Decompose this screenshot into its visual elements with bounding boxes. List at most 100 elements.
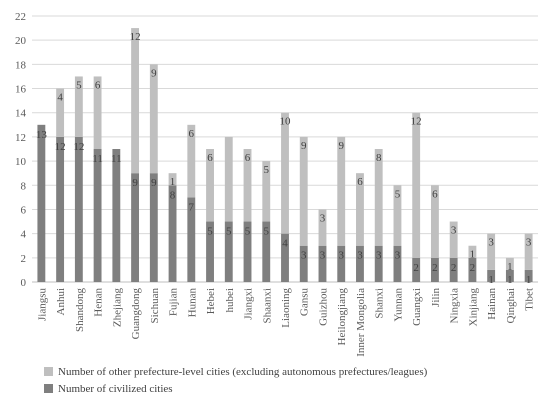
x-tick-label: Hainan: [486, 288, 498, 320]
legend-swatch-other-cities: [44, 367, 53, 376]
bar-other-cities: [281, 112, 289, 234]
bar-other-cities: [393, 185, 402, 246]
data-label-other: 5: [395, 188, 401, 200]
data-label-other: 5: [76, 79, 82, 91]
bar-civilized-cities: [168, 185, 177, 282]
y-tick-label: 6: [21, 204, 27, 216]
y-axis-ticks: 0 2 4 6 8 10 12 14 16 18 20 22: [15, 11, 27, 289]
bar-civilized-cities: [56, 136, 65, 282]
bar-other-cities: [356, 173, 364, 246]
y-tick-label: 10: [15, 156, 27, 168]
bar-other-cities: [412, 112, 421, 258]
data-label-civilized: 5: [245, 226, 251, 238]
bar-other-cities: [337, 136, 346, 246]
y-tick-label: 12: [15, 132, 26, 144]
data-label-civilized: 11: [111, 153, 122, 165]
bar-civilized-cities: [318, 245, 327, 282]
legend-swatch-civilized-cities: [44, 384, 53, 393]
data-label-civilized: 5: [264, 226, 270, 238]
data-label-other: 3: [451, 225, 457, 237]
data-label-civilized: 3: [320, 250, 326, 262]
data-label-civilized: 12: [73, 141, 84, 153]
data-label-other: 6: [189, 128, 195, 140]
bar-civilized-cities: [356, 245, 364, 282]
y-tick-label: 4: [21, 229, 27, 241]
x-tick-label: Henan: [93, 288, 105, 317]
data-label-civilized: 7: [189, 201, 195, 213]
data-label-civilized: 8: [170, 189, 176, 201]
data-label-civilized: 11: [92, 153, 103, 165]
x-tick-label: Jilin: [430, 288, 442, 307]
data-label-other: 3: [526, 237, 532, 249]
bar-civilized-cities: [374, 245, 383, 282]
bar-other-cities: [505, 257, 514, 270]
legend-label-civilized-cities: Number of civilized cities: [58, 383, 173, 395]
data-label-civilized: 12: [55, 141, 66, 153]
bar-civilized-cities: [187, 197, 196, 282]
data-label-civilized: 1: [507, 274, 513, 286]
data-label-other: 6: [357, 176, 363, 188]
bar-other-cities: [487, 233, 496, 270]
bar-other-cities: [131, 28, 140, 174]
bar-other-cities: [206, 149, 214, 222]
y-tick-label: 2: [21, 253, 27, 265]
x-tick-label: Hunan: [186, 288, 198, 318]
x-tick-label: Anhui: [55, 288, 67, 316]
bar-other-cities: [262, 161, 271, 222]
data-label-civilized: 3: [395, 250, 401, 262]
bar-civilized-cities: [524, 269, 533, 282]
legend-label-other-cities: Number of other prefecture-level cities …: [58, 366, 428, 378]
bar-civilized-cities: [206, 221, 214, 282]
bar-civilized-cities: [337, 245, 346, 282]
bar-civilized-cities: [412, 257, 421, 282]
x-tick-label: Shanxi: [374, 288, 386, 319]
bar-other-cities: [243, 149, 252, 222]
x-tick-label: Ningxia: [449, 288, 461, 324]
data-label-civilized: 1: [488, 274, 494, 286]
bar-other-cities: [299, 136, 308, 246]
data-label-civilized: 9: [151, 177, 157, 189]
data-label-civilized: 4: [282, 238, 288, 250]
legend: Number of other prefecture-level cities …: [44, 366, 428, 395]
bar-civilized-cities: [224, 221, 233, 282]
data-label-other: 6: [432, 188, 438, 200]
data-label-other: 12: [130, 31, 141, 43]
x-tick-label: Zhejiang: [111, 288, 123, 328]
data-label-other: 3: [320, 212, 326, 224]
data-label-other: 10: [280, 116, 292, 128]
data-label-civilized: 5: [207, 226, 213, 238]
bar-civilized-cities: [281, 233, 289, 282]
data-label-other: 1: [170, 176, 176, 188]
x-axis-ticks: Jiangsu Anhui Shandong Henan Zhejiang Guangdo…: [36, 288, 535, 357]
x-tick-label: Xinjiang: [467, 288, 479, 327]
y-tick-label: 22: [15, 11, 26, 23]
x-tick-label: hubei: [224, 288, 236, 312]
data-label-civilized: 3: [376, 250, 382, 262]
bar-other-cities: [168, 173, 177, 186]
bar-other-cities: [468, 245, 477, 258]
data-label-civilized: 5: [226, 226, 232, 238]
data-label-civilized: 9: [132, 177, 138, 189]
bar-civilized-cities: [430, 257, 439, 282]
data-label-civilized: 2: [470, 262, 476, 274]
bar-civilized-cities: [262, 221, 271, 282]
data-label-other: 4: [57, 92, 63, 104]
x-tick-label: Yunnan: [392, 288, 404, 322]
data-label-other: 3: [488, 237, 494, 249]
x-tick-label: Sichuan: [149, 288, 161, 324]
y-tick-label: 8: [21, 180, 27, 192]
y-tick-label: 14: [15, 108, 27, 120]
bar-civilized-cities: [299, 245, 308, 282]
data-label-civilized: 2: [432, 262, 438, 274]
bar-civilized-cities: [468, 257, 477, 282]
data-label-other: 6: [245, 152, 251, 164]
data-label-civilized: 2: [413, 262, 419, 274]
bar-civilized-cities: [505, 269, 514, 282]
bar-other-cities: [93, 76, 102, 149]
x-tick-label: Guizhou: [317, 288, 329, 326]
data-label-other: 1: [507, 261, 513, 273]
x-tick-label: Jiangxi: [243, 288, 255, 320]
bars: [37, 28, 533, 283]
